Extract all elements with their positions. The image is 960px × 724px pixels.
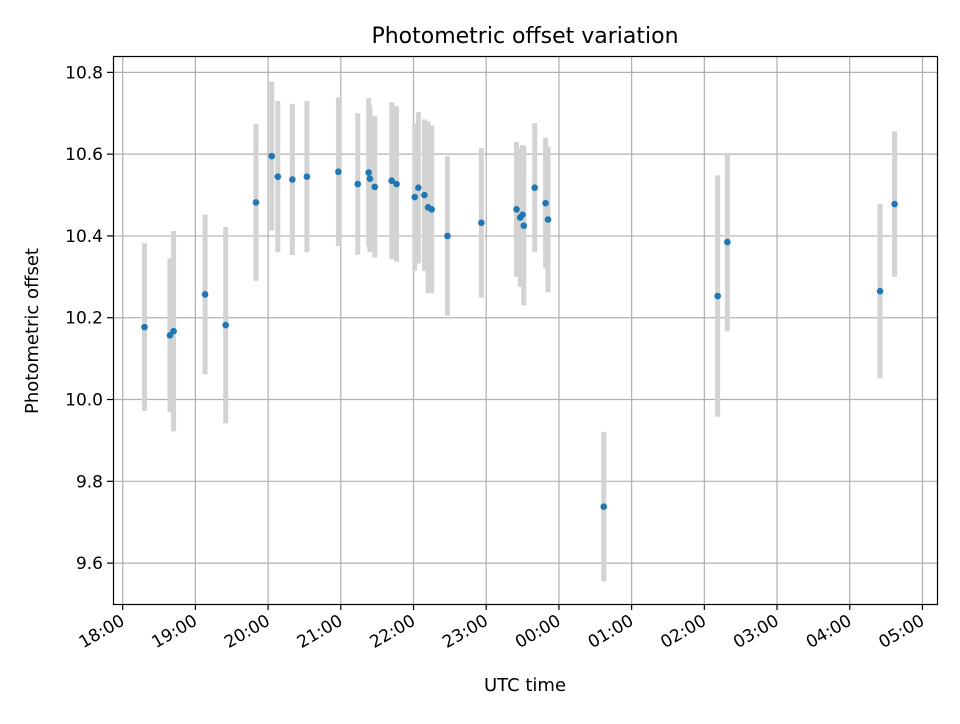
y-tick-label: 10.8: [65, 63, 103, 83]
data-point: [428, 206, 435, 213]
data-point: [222, 321, 229, 329]
x-axis-label: UTC time: [484, 675, 566, 696]
grid: [113, 56, 937, 604]
data-point: [891, 200, 898, 208]
data-point: [444, 232, 451, 240]
y-axis-ticks: 9.6 9.8 10.0 10.2 10.4 10.6 10.8: [65, 63, 113, 574]
data-point: [393, 180, 400, 188]
data-point: [600, 503, 608, 510]
data-point: [252, 199, 260, 206]
data-point: [542, 199, 549, 207]
data-point: [170, 327, 177, 335]
data-point: [354, 180, 362, 188]
axes-frame: [112, 55, 939, 606]
data-point: [421, 191, 428, 199]
data-points: [141, 152, 898, 510]
data-point: [544, 216, 552, 223]
y-axis-label: Photometric offset: [22, 248, 43, 414]
data-point: [415, 184, 422, 191]
data-point: [513, 206, 520, 213]
data-point: [411, 193, 419, 201]
data-point: [876, 287, 884, 295]
data-point: [335, 168, 342, 176]
data-point: [268, 152, 276, 160]
data-point: [303, 173, 311, 180]
data-point: [478, 219, 485, 227]
data-point: [201, 291, 209, 298]
data-point: [520, 222, 528, 230]
data-point: [289, 176, 296, 183]
data-point: [141, 323, 148, 331]
y-tick-label: 10.2: [65, 309, 103, 329]
y-tick-label: 10.6: [65, 145, 103, 165]
y-tick-label: 10.0: [65, 391, 103, 411]
data-point: [519, 211, 526, 218]
y-tick-label: 9.8: [76, 472, 103, 492]
y-tick-label: 9.6: [76, 554, 103, 574]
data-point: [724, 238, 731, 246]
data-point: [371, 183, 379, 191]
data-point: [365, 169, 372, 176]
data-point: [714, 292, 721, 300]
data-point: [388, 177, 396, 185]
data-point: [274, 173, 282, 180]
data-point: [531, 184, 538, 191]
y-tick-label: 10.4: [65, 227, 103, 247]
data-point: [366, 175, 374, 182]
chart-title: Photometric offset variation: [371, 24, 678, 49]
